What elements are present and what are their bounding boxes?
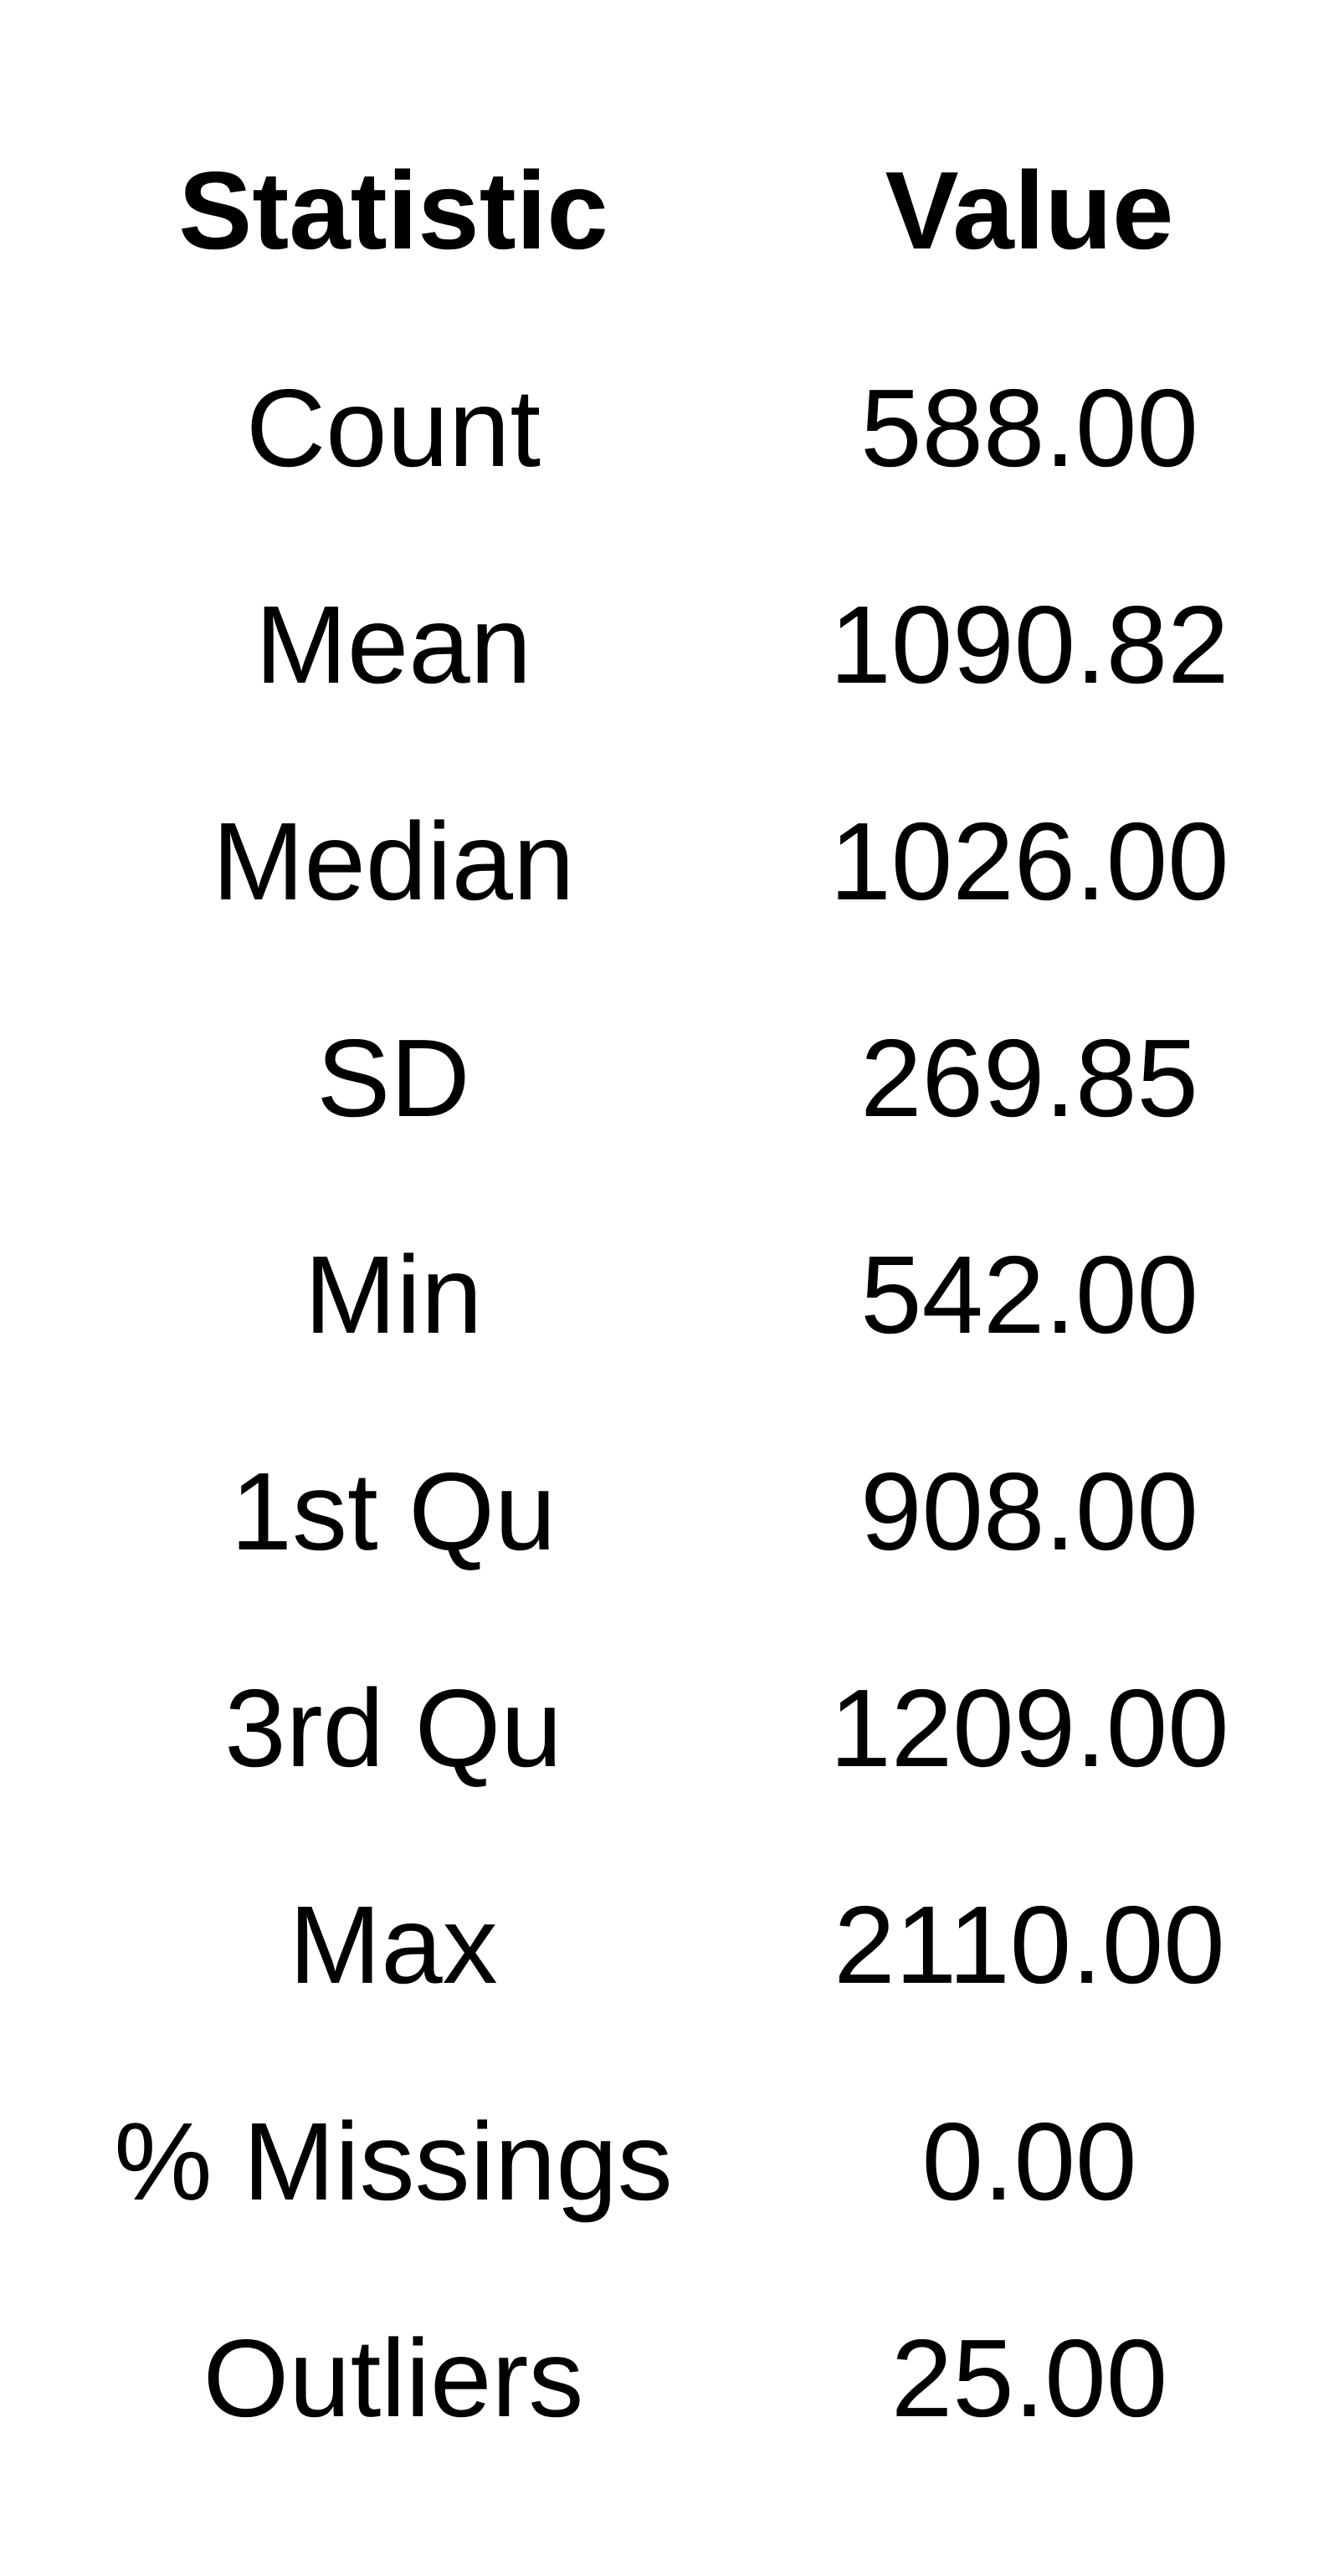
row-label: Max (289, 1883, 498, 2006)
header-statistic: Statistic (178, 149, 608, 272)
row-label: Mean (254, 583, 532, 706)
row-label: % Missings (114, 2100, 673, 2223)
row-label: Median (212, 800, 575, 923)
row-label: Count (245, 366, 541, 489)
row-value: 2110.00 (834, 1883, 1225, 2006)
row-value: 0.00 (921, 2100, 1137, 2223)
row-value: 1209.00 (829, 1667, 1229, 1790)
row-value: 1026.00 (829, 800, 1229, 923)
row-label: 3rd Qu (224, 1667, 562, 1790)
row-value: 542.00 (860, 1233, 1198, 1356)
row-value: 269.85 (860, 1017, 1198, 1139)
header-value: Value (885, 149, 1174, 272)
row-value: 908.00 (860, 1450, 1198, 1573)
row-value: 1090.82 (829, 583, 1229, 706)
row-label: Outliers (203, 2317, 584, 2440)
row-value: 25.00 (890, 2317, 1168, 2440)
row-label: 1st Qu (230, 1450, 557, 1573)
row-label: Min (304, 1233, 483, 1356)
row-value: 588.00 (860, 366, 1198, 489)
row-label: SD (316, 1017, 470, 1139)
